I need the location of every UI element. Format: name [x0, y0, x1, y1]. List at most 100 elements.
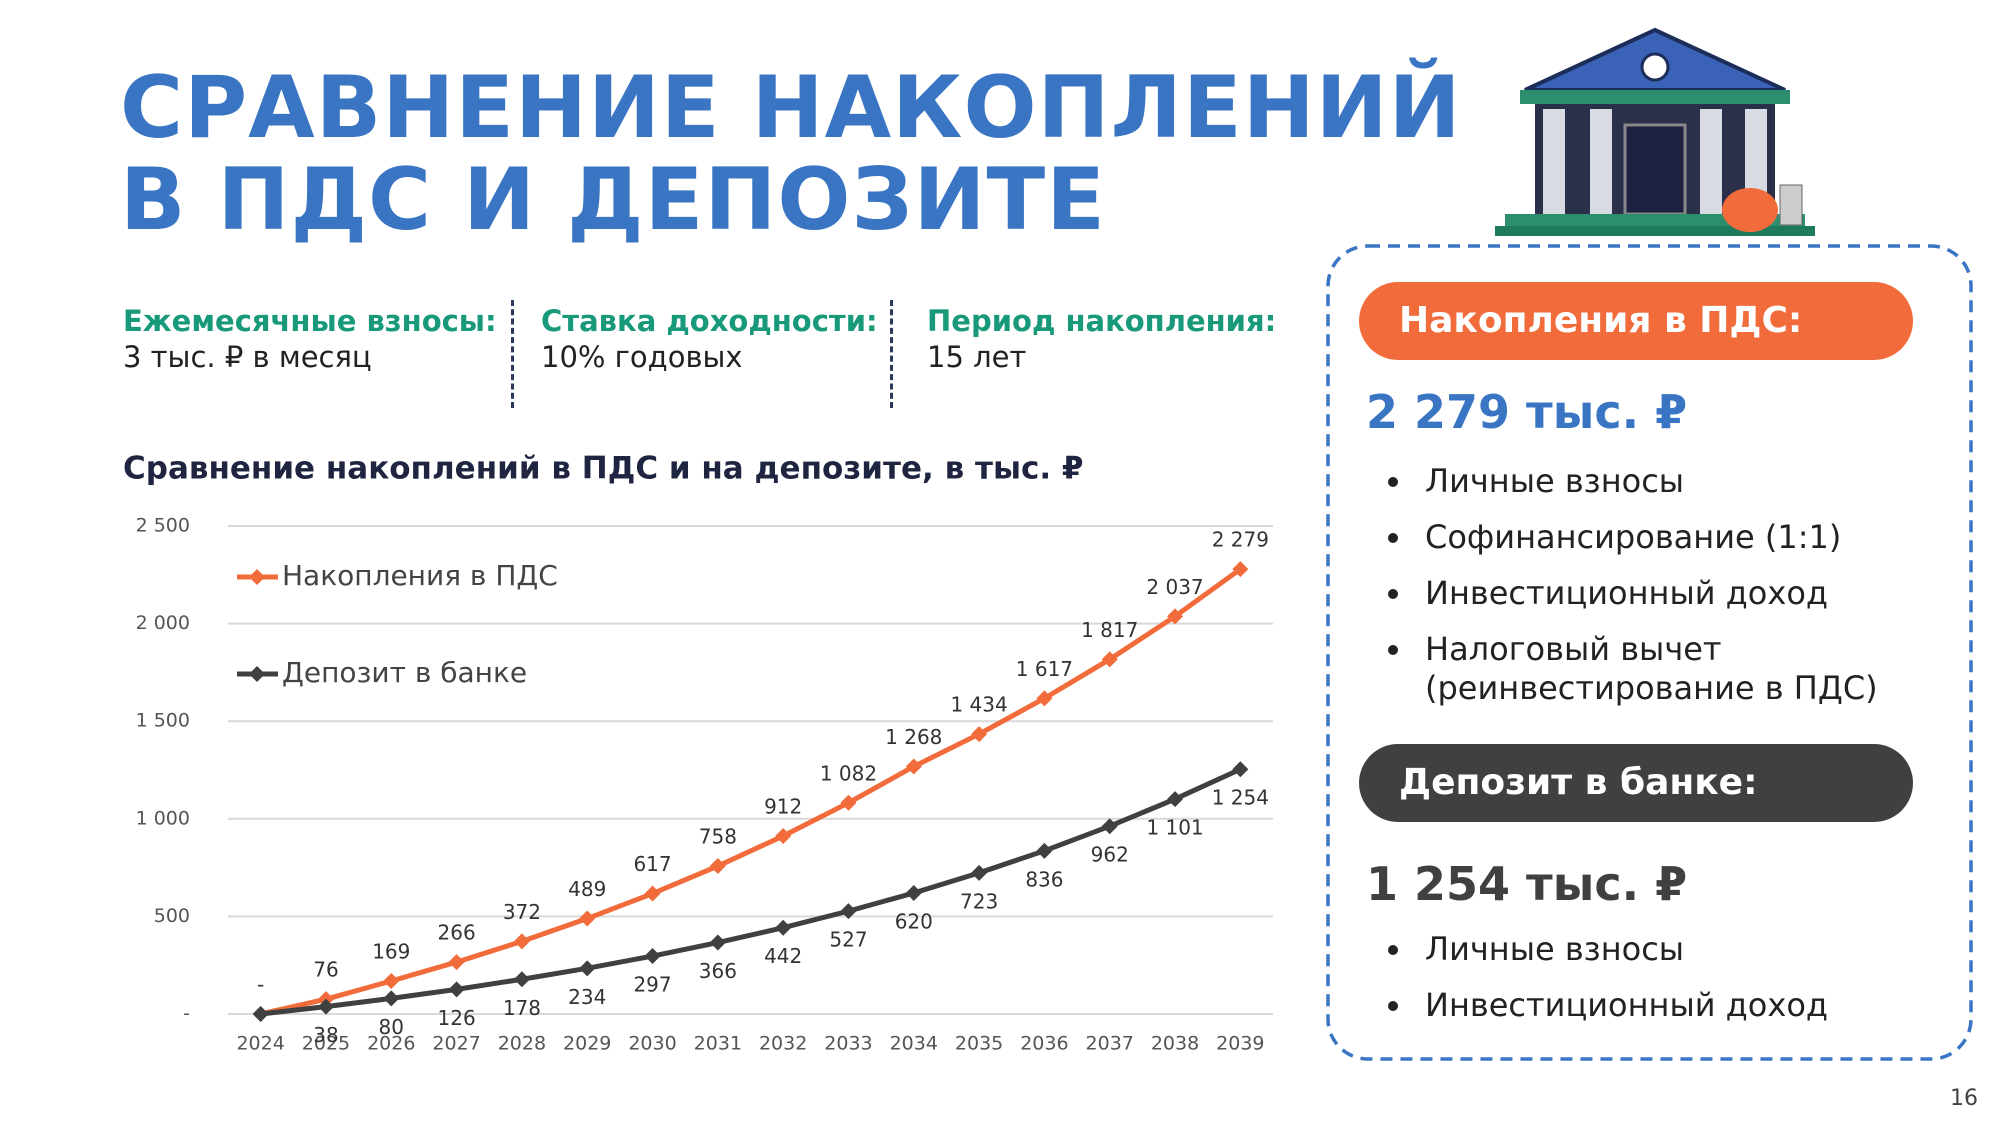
marker — [1167, 608, 1184, 625]
marker — [1101, 818, 1118, 835]
x-tick-label: 2038 — [1151, 1033, 1199, 1055]
x-tick-label: 2024 — [236, 1033, 284, 1055]
data-label: 620 — [895, 909, 933, 933]
param-value: 3 тыс. ₽ в месяц — [123, 340, 372, 374]
legend-marker — [249, 666, 265, 682]
data-label: 527 — [829, 928, 867, 952]
chart: Сравнение накоплений в ПДС и на депозите… — [123, 451, 1273, 1055]
marker — [775, 827, 792, 844]
bullet-list: Личные взносы Софинансирование (1:1) Инвес… — [1360, 462, 1885, 725]
data-label: - — [257, 973, 264, 997]
data-label: 1 817 — [1081, 618, 1138, 642]
legend-label: Депозит в банке — [282, 656, 527, 689]
data-label: 38 — [313, 1023, 338, 1047]
param-value: 10% годовых — [541, 340, 743, 374]
marker — [448, 981, 465, 998]
x-tick-label: 2030 — [628, 1033, 676, 1055]
data-label: 372 — [503, 900, 541, 924]
marker — [317, 998, 334, 1015]
separator — [890, 300, 893, 408]
param-value: 15 лет — [927, 340, 1027, 374]
x-tick-label: 2029 — [563, 1033, 611, 1055]
title-line: В ПДС И ДЕПОЗИТЕ — [120, 150, 1106, 250]
data-label: 1 617 — [1016, 657, 1073, 681]
bullet-list: Личные взносы Инвестиционный доход — [1360, 930, 1885, 1042]
panel-header: Депозит в банке: — [1359, 744, 1913, 822]
marker — [905, 758, 922, 775]
param-label: Период накопления: — [927, 304, 1277, 338]
panel-amount: 1 254 тыс. ₽ — [1366, 857, 1688, 911]
separator — [511, 300, 514, 408]
y-tick-label: 2 500 — [136, 515, 190, 537]
x-tick-label: 2037 — [1086, 1033, 1134, 1055]
bullet: Личные взносы — [1415, 462, 1885, 501]
data-label: 442 — [764, 944, 802, 968]
marker — [840, 794, 857, 811]
data-label: 617 — [633, 852, 671, 876]
x-tick-label: 2025 — [302, 1033, 350, 1055]
data-label: 758 — [699, 825, 737, 849]
data-label: 1 254 — [1212, 786, 1269, 810]
data-label: 2 037 — [1146, 575, 1203, 599]
data-label: 366 — [699, 959, 737, 983]
marker — [775, 919, 792, 936]
x-tick-label: 2026 — [367, 1033, 415, 1055]
panel-header: Накопления в ПДС: — [1359, 282, 1913, 360]
bullet: Инвестиционный доход — [1415, 986, 1885, 1025]
marker — [905, 884, 922, 901]
marker — [1232, 561, 1249, 578]
marker — [252, 1006, 269, 1022]
marker — [383, 990, 400, 1007]
marker — [709, 934, 726, 951]
marker — [840, 903, 857, 920]
x-tick-label: 2031 — [694, 1033, 742, 1055]
y-tick-label: 2 000 — [136, 612, 190, 634]
marker — [383, 973, 400, 990]
bank-icon — [1495, 27, 1815, 236]
data-label: 489 — [568, 877, 606, 901]
param-label: Ставка доходности: — [541, 304, 878, 338]
data-label: 962 — [1091, 843, 1129, 867]
data-label: 297 — [633, 973, 671, 997]
title-line: СРАВНЕНИЕ НАКОПЛЕНИЙ — [120, 58, 1462, 158]
marker — [709, 858, 726, 875]
marker — [1232, 761, 1249, 778]
series-line — [260, 766, 1242, 1017]
marker — [448, 954, 465, 971]
data-label: 912 — [764, 794, 802, 818]
data-label: 76 — [313, 958, 338, 982]
x-tick-label: 2035 — [955, 1033, 1003, 1055]
y-tick-label: - — [183, 1003, 190, 1025]
legend-marker — [249, 569, 265, 585]
x-tick-label: 2033 — [824, 1033, 872, 1055]
marker — [971, 726, 988, 743]
data-label: 1 082 — [820, 761, 877, 785]
data-label: 2 279 — [1212, 528, 1269, 552]
data-label: 266 — [438, 921, 476, 945]
marker — [513, 933, 530, 950]
panel-frame — [1326, 244, 1973, 1061]
marker — [579, 910, 596, 927]
bullet: Налоговый вычет (реинвестирование в ПДС) — [1415, 630, 1885, 708]
bullet: Инвестиционный доход — [1415, 574, 1885, 613]
marker — [1036, 690, 1053, 707]
data-label: 80 — [379, 1015, 404, 1039]
panel-amount: 2 279 тыс. ₽ — [1366, 385, 1688, 439]
page-number: 16 — [1950, 1086, 1978, 1111]
marker — [644, 948, 661, 965]
y-tick-label: 1 000 — [136, 807, 190, 829]
bullet: Личные взносы — [1415, 930, 1885, 969]
data-label: 234 — [568, 985, 606, 1009]
data-label: 1 268 — [885, 725, 942, 749]
legend-label: Накопления в ПДС — [282, 559, 558, 592]
x-tick-label: 2032 — [759, 1033, 807, 1055]
y-tick-label: 1 500 — [136, 710, 190, 732]
param-label: Ежемесячные взносы: — [123, 304, 497, 338]
chart-title: Сравнение накоплений в ПДС и на депозите… — [123, 451, 1084, 487]
data-label: 126 — [438, 1006, 476, 1030]
marker — [1167, 791, 1184, 808]
y-tick-label: 500 — [154, 905, 190, 927]
marker — [971, 864, 988, 881]
marker — [513, 971, 530, 988]
data-label: 836 — [1025, 867, 1063, 891]
